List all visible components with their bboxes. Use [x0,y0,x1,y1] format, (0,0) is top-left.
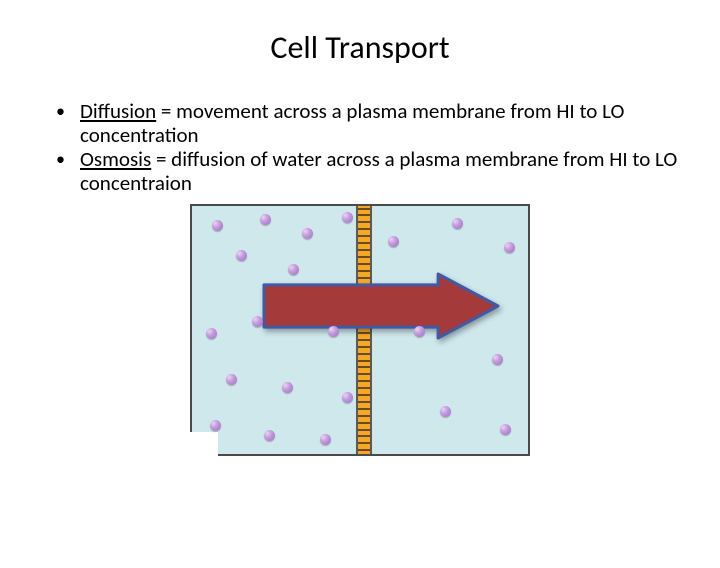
membrane-tick [358,346,370,348]
particle [414,326,425,337]
bullet-term: Diffusion [80,98,156,124]
membrane-tick [358,429,370,431]
membrane-tick [358,380,370,382]
membrane-tick [358,415,370,417]
particle [210,420,221,431]
corner-patch [190,432,218,456]
particle [288,264,299,275]
diffusion-diagram [190,204,530,456]
particle [342,212,353,223]
bullet-text: Diffusion = movement across a plasma mem… [80,99,680,147]
bullet-item: • Diffusion = movement across a plasma m… [56,99,680,147]
particle [320,434,331,445]
particle [440,406,451,417]
particle [452,218,463,229]
particle [206,328,217,339]
membrane-tick [358,256,370,258]
membrane-tick [358,360,370,362]
bullet-list: • Diffusion = movement across a plasma m… [0,99,720,196]
membrane-tick [358,401,370,403]
particle [264,430,275,441]
particle [212,220,223,231]
particle [504,242,515,253]
membrane-tick [358,353,370,355]
membrane-tick [358,422,370,424]
bullet-term: Osmosis [80,146,151,172]
particle [328,326,339,337]
membrane-tick [358,208,370,210]
particle [282,382,293,393]
bullet-text: Osmosis = diffusion of water across a pl… [80,147,680,195]
bullet-rest: = movement across a plasma membrane from… [80,98,624,148]
particle [252,316,263,327]
slide-title: Cell Transport [0,28,720,67]
membrane-tick [358,221,370,223]
membrane-tick [358,373,370,375]
membrane-tick [358,228,370,230]
membrane-tick [358,242,370,244]
membrane-tick [358,387,370,389]
bullet-item: • Osmosis = diffusion of water across a … [56,147,680,195]
membrane-tick [358,442,370,444]
membrane-tick [358,366,370,368]
particle [302,228,313,239]
particle [492,354,503,365]
particle [500,424,511,435]
diagram-container [0,204,720,456]
direction-arrow [262,272,500,340]
particle [342,392,353,403]
membrane-tick [358,214,370,216]
particle [236,250,247,261]
particle [260,214,271,225]
bullet-rest: = diffusion of water across a plasma mem… [80,146,677,196]
membrane-tick [358,449,370,451]
bullet-marker: • [56,147,80,170]
membrane-tick [358,263,370,265]
bullet-marker: • [56,99,80,122]
membrane-tick [358,235,370,237]
membrane-tick [358,408,370,410]
membrane-tick [358,435,370,437]
membrane-tick [358,249,370,251]
particle [388,236,399,247]
particle [226,374,237,385]
membrane-tick [358,394,370,396]
